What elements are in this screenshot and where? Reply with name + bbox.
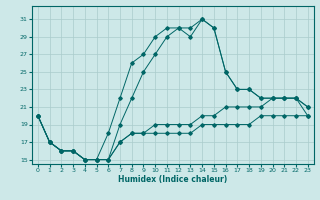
X-axis label: Humidex (Indice chaleur): Humidex (Indice chaleur): [118, 175, 228, 184]
